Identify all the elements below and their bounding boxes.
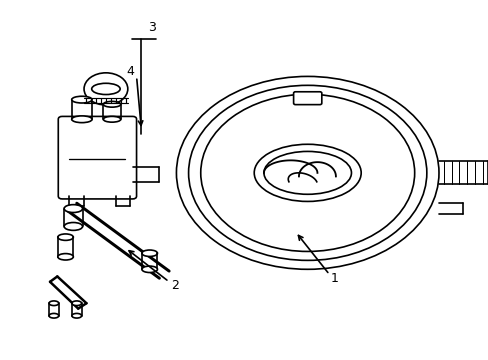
Circle shape [201, 94, 414, 251]
Ellipse shape [64, 222, 82, 230]
Circle shape [176, 76, 438, 269]
Text: 2: 2 [171, 279, 179, 292]
Text: 3: 3 [148, 21, 156, 33]
Ellipse shape [64, 204, 82, 212]
Circle shape [84, 73, 127, 105]
Ellipse shape [72, 314, 81, 318]
FancyBboxPatch shape [293, 92, 321, 105]
Ellipse shape [142, 266, 157, 273]
Ellipse shape [72, 301, 81, 306]
FancyBboxPatch shape [58, 116, 136, 199]
Text: 4: 4 [126, 64, 134, 77]
Ellipse shape [103, 116, 121, 122]
Ellipse shape [58, 253, 73, 260]
Ellipse shape [103, 102, 121, 107]
Ellipse shape [58, 234, 73, 240]
Ellipse shape [142, 250, 157, 256]
Ellipse shape [49, 301, 59, 306]
Circle shape [188, 85, 426, 260]
Ellipse shape [254, 144, 361, 202]
Ellipse shape [72, 116, 92, 123]
Ellipse shape [92, 83, 120, 95]
Ellipse shape [49, 314, 59, 318]
Text: 1: 1 [330, 272, 338, 285]
Ellipse shape [72, 96, 92, 103]
Ellipse shape [264, 152, 351, 194]
